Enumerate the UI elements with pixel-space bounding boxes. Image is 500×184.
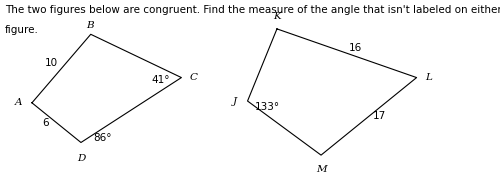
Text: 17: 17	[373, 111, 386, 121]
Text: 10: 10	[45, 58, 58, 68]
Text: M: M	[316, 165, 326, 174]
Text: J: J	[232, 97, 236, 105]
Text: 86°: 86°	[93, 133, 112, 143]
Text: 6: 6	[42, 118, 49, 128]
Text: C: C	[190, 73, 198, 82]
Text: A: A	[15, 98, 22, 107]
Text: D: D	[77, 154, 85, 163]
Text: K: K	[273, 12, 281, 21]
Text: figure.: figure.	[5, 25, 39, 35]
Text: 16: 16	[348, 43, 362, 53]
Text: 41°: 41°	[152, 75, 170, 85]
Text: 133°: 133°	[254, 102, 280, 112]
Text: B: B	[86, 21, 94, 30]
Text: The two figures below are congruent. Find the measure of the angle that isn't la: The two figures below are congruent. Fin…	[5, 6, 500, 15]
Text: L: L	[426, 73, 432, 82]
